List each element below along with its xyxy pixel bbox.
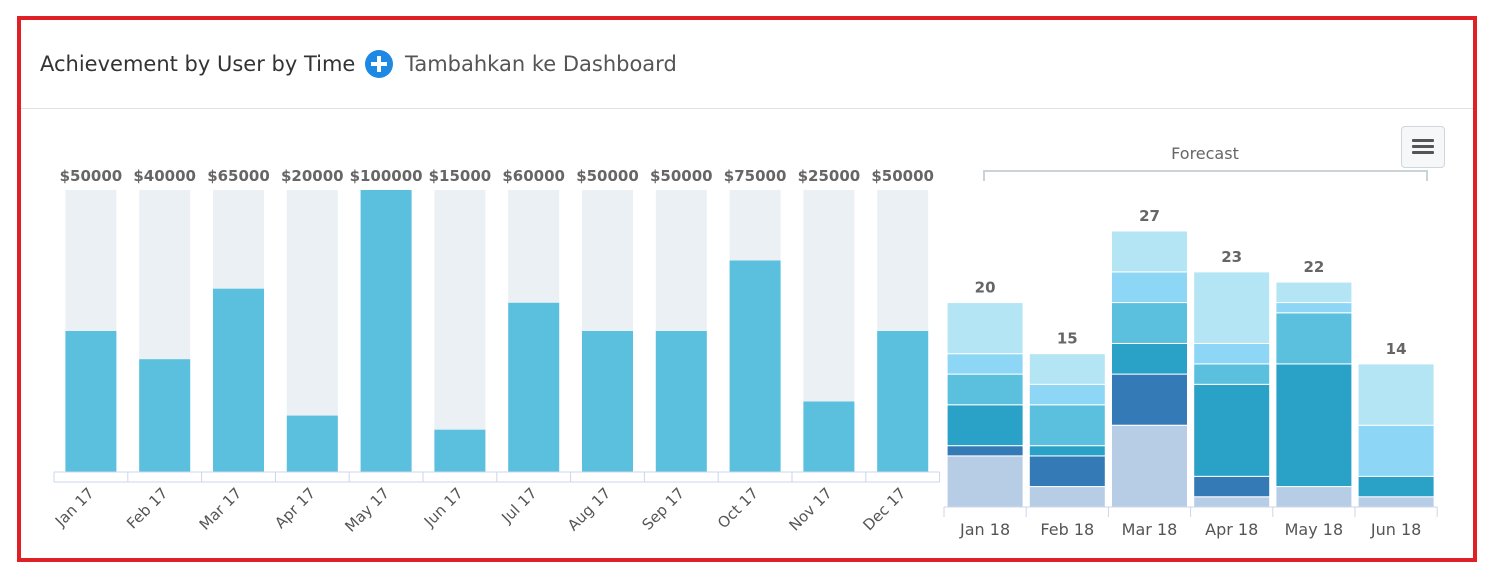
add-to-dashboard-label: Tambahkan ke Dashboard xyxy=(405,52,677,76)
chart-menu-button[interactable] xyxy=(1401,126,1445,168)
hamburger-menu-icon xyxy=(1412,139,1434,142)
page-title: Achievement by User by Time xyxy=(40,52,356,76)
add-to-dashboard-button[interactable]: Tambahkan ke Dashboard xyxy=(365,50,677,78)
chart-panel: Achievement by User by Time Tambahkan ke… xyxy=(17,16,1477,562)
panel-header: Achievement by User by Time Tambahkan ke… xyxy=(21,20,1473,109)
plus-circle-icon xyxy=(365,50,393,78)
